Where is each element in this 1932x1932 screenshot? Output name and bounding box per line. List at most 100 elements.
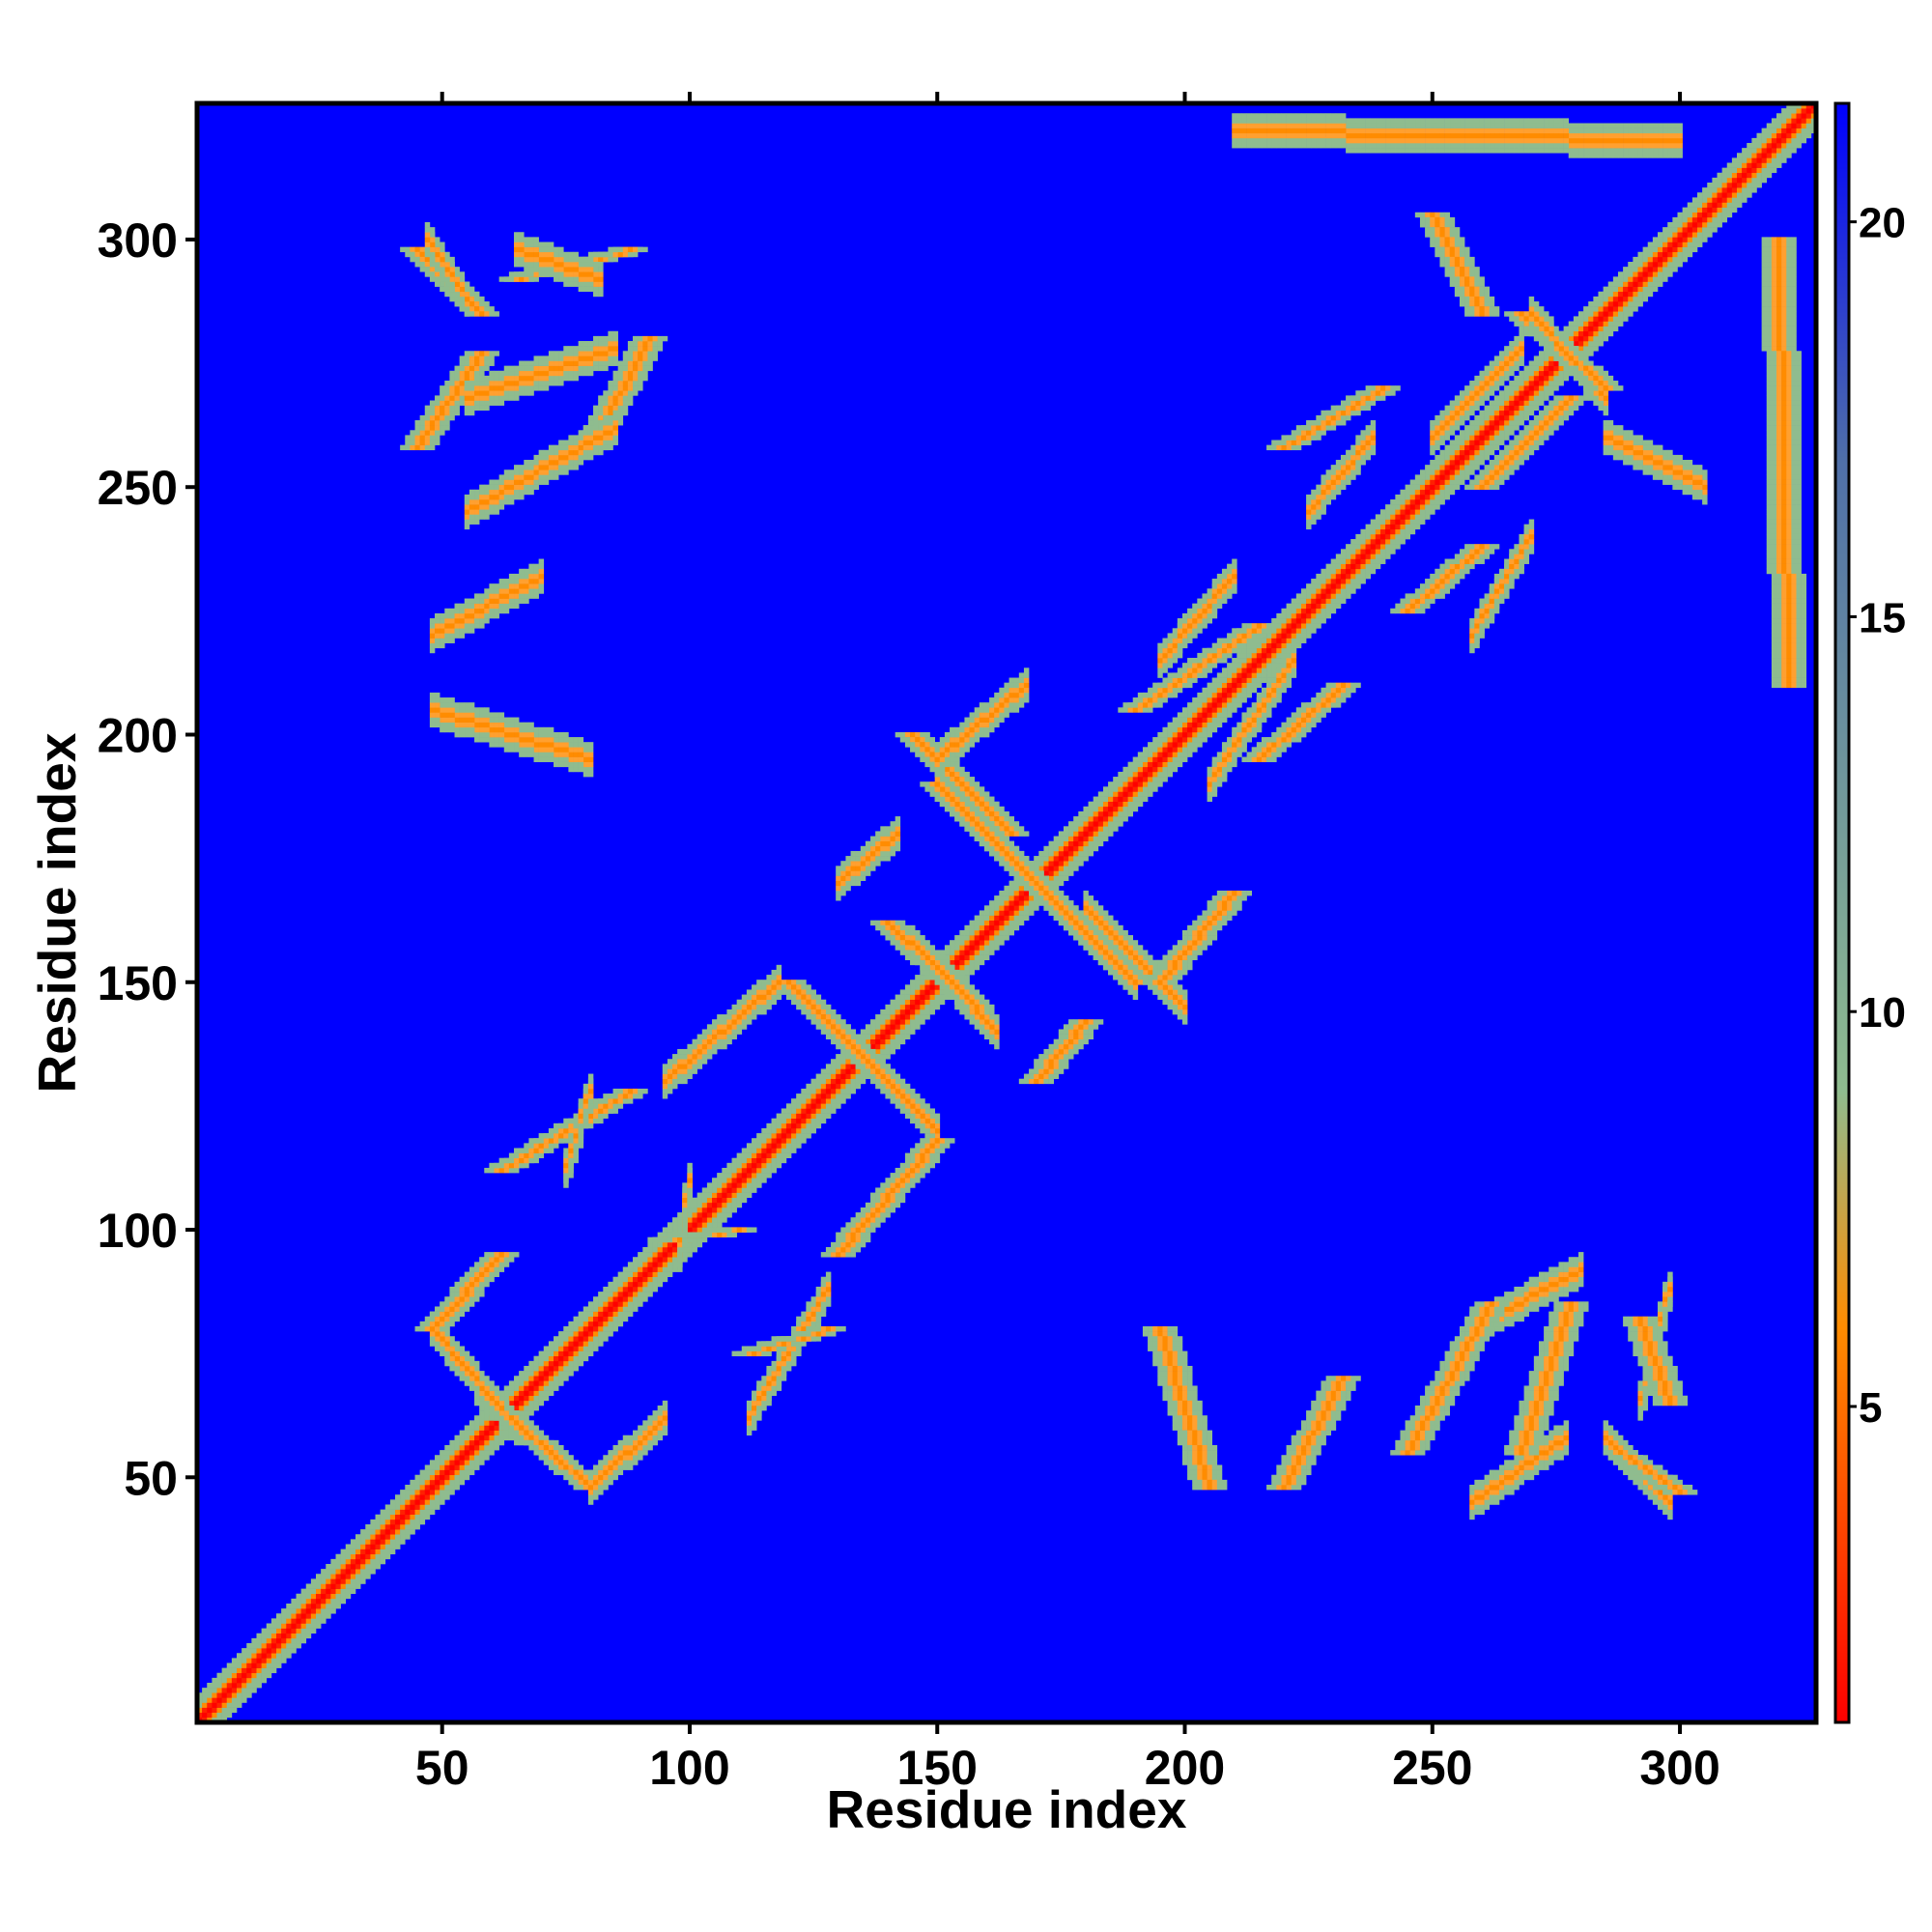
diagonal-cell	[696, 1207, 703, 1213]
diagonal-cell	[791, 1103, 797, 1109]
diagonal-cell	[429, 1464, 436, 1470]
diagonal-cell	[1603, 286, 1609, 293]
diagonal-cell	[1400, 504, 1406, 510]
diagonal-cell	[1013, 905, 1020, 911]
contact-cell	[969, 1004, 975, 1010]
diagonal-cell	[1246, 647, 1253, 654]
diagonal-cell	[1295, 603, 1302, 610]
diagonal-cell	[771, 1167, 777, 1174]
diagonal-cell	[1430, 460, 1435, 466]
diagonal-cell	[251, 1642, 257, 1649]
diagonal-cell	[855, 1068, 862, 1074]
diagonal-cell	[642, 1262, 648, 1267]
diagonal-cell	[435, 1490, 440, 1495]
diagonal-cell	[1197, 726, 1203, 733]
diagonal-cell	[1652, 251, 1659, 258]
diagonal-cell	[1538, 355, 1545, 361]
diagonal-cell	[1419, 504, 1426, 510]
contact-cell	[1657, 1316, 1663, 1322]
diagonal-cell	[836, 1083, 841, 1090]
diagonal-cell	[1696, 202, 1703, 208]
diagonal-cell	[785, 1152, 792, 1159]
diagonal-cell	[246, 1667, 252, 1674]
diagonal-cell	[1414, 479, 1421, 485]
contact-cell	[414, 425, 420, 431]
diagonal-cell	[1430, 474, 1435, 480]
diagonal-cell	[1593, 316, 1599, 322]
diagonal-cell	[563, 1341, 569, 1347]
diagonal-cell	[1281, 642, 1287, 649]
diagonal-cell	[895, 1009, 901, 1015]
diagonal-cell	[365, 1548, 371, 1555]
contact-cell	[598, 256, 604, 263]
contact-cell	[904, 940, 911, 946]
diagonal-cell	[237, 1682, 242, 1689]
diagonal-cell	[296, 1603, 301, 1609]
diagonal-cell	[845, 1078, 851, 1085]
diagonal-cell	[1647, 276, 1654, 282]
contact-cell	[1544, 1276, 1549, 1283]
contact-cell	[405, 435, 411, 440]
contact-cell	[1548, 1455, 1554, 1461]
diagonal-cell	[1493, 440, 1500, 445]
diagonal-cell	[603, 1336, 609, 1342]
contact-cell	[474, 360, 480, 366]
diagonal-cell	[1667, 271, 1673, 277]
contact-cell	[444, 420, 450, 426]
diagonal-cell	[1346, 593, 1351, 599]
contact-cell	[1177, 994, 1183, 1000]
diagonal-cell	[722, 1207, 727, 1213]
diagonal-cell	[1232, 707, 1237, 713]
contact-cell	[964, 999, 970, 1006]
diagonal-cell	[612, 1316, 618, 1322]
diagonal-cell	[1523, 395, 1530, 401]
contact-cell	[1484, 1504, 1491, 1510]
diagonal-cell	[1459, 479, 1465, 485]
diagonal-cell	[197, 1702, 203, 1708]
diagonal-cell	[1588, 326, 1594, 332]
diagonal-cell	[627, 1281, 634, 1288]
diagonal-cell	[885, 1054, 891, 1060]
diagonal-cell	[1097, 821, 1104, 827]
diagonal-cell	[638, 1266, 643, 1272]
diagonal-cell	[440, 1490, 445, 1495]
diagonal-cell	[578, 1355, 584, 1362]
diagonal-cell	[1603, 316, 1609, 322]
diagonal-cell	[212, 1702, 217, 1708]
contact-cell	[954, 999, 960, 1006]
diagonal-cell	[1300, 603, 1307, 610]
diagonal-cell	[291, 1642, 297, 1649]
contact-cell	[994, 1019, 1000, 1025]
diagonal-cell	[1241, 692, 1247, 698]
diagonal-cell	[1093, 816, 1099, 822]
contact-cell	[612, 381, 618, 386]
diagonal-cell	[756, 1152, 762, 1159]
diagonal-cell	[657, 1246, 664, 1253]
diagonal-cell	[831, 1059, 837, 1065]
contact-cell	[924, 954, 930, 960]
diagonal-cell	[1311, 612, 1317, 619]
diagonal-cell	[1791, 143, 1797, 149]
diagonal-cell	[281, 1608, 287, 1614]
diagonal-cell	[326, 1598, 331, 1605]
diagonal-cell	[1405, 514, 1411, 520]
diagonal-cell	[1747, 187, 1752, 193]
diagonal-cell	[484, 1430, 490, 1436]
diagonal-cell	[1498, 435, 1505, 440]
diagonal-cell	[242, 1677, 247, 1684]
diagonal-cell	[582, 1311, 589, 1318]
diagonal-cell	[1464, 454, 1470, 461]
diagonal-cell	[964, 940, 970, 946]
contact-cell	[1528, 1469, 1535, 1476]
diagonal-cell	[989, 905, 995, 911]
diagonal-cell	[508, 1400, 515, 1406]
diagonal-cell	[875, 1043, 881, 1050]
contact-cell	[1509, 1321, 1515, 1327]
diagonal-cell	[1083, 845, 1089, 852]
contact-cell	[890, 935, 895, 941]
diagonal-cell	[983, 905, 990, 911]
contact-cell	[603, 400, 609, 406]
diagonal-cell	[964, 935, 970, 941]
contact-cell	[1603, 1435, 1609, 1441]
diagonal-cell	[330, 1583, 336, 1589]
